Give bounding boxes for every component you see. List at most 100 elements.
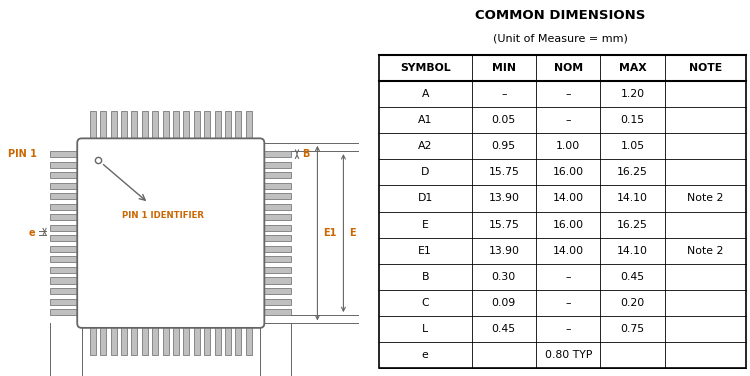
Bar [50,225,82,231]
Text: –: – [501,89,506,99]
Bar [121,111,127,143]
Bar [121,323,127,355]
Bar [260,204,292,210]
Bar [236,323,242,355]
Bar [50,267,82,273]
Text: A1: A1 [418,115,433,125]
Bar [152,111,158,143]
Bar [260,267,292,273]
Bar [246,111,252,143]
Bar [50,172,82,178]
Text: MIN: MIN [492,62,516,73]
Bar [260,183,292,189]
Bar [204,323,210,355]
Bar [246,323,252,355]
Bar [152,323,158,355]
Bar [100,111,106,143]
Bar [50,193,82,199]
Bar [163,111,169,143]
Bar [260,309,292,315]
Text: 1.05: 1.05 [620,141,645,151]
Bar [50,183,82,189]
Bar [236,111,242,143]
Text: 0.75: 0.75 [620,324,645,334]
Bar [131,111,137,143]
Bar [90,323,96,355]
Bar [194,323,200,355]
Text: 0.09: 0.09 [492,298,516,308]
Bar [214,111,220,143]
Bar [50,214,82,220]
Bar [50,246,82,252]
Bar [194,111,200,143]
Text: 0.30: 0.30 [492,272,516,282]
Text: 1.00: 1.00 [556,141,580,151]
Bar [50,151,82,157]
Bar [225,323,231,355]
Bar [260,172,292,178]
Text: D1: D1 [418,193,433,203]
Text: COMMON DIMENSIONS: COMMON DIMENSIONS [476,9,646,23]
Text: 14.10: 14.10 [617,246,648,256]
Bar [142,323,148,355]
Text: (Unit of Measure = mm): (Unit of Measure = mm) [494,34,628,44]
Text: 0.15: 0.15 [620,115,645,125]
Bar [50,309,82,315]
Text: Note 2: Note 2 [687,193,724,203]
Text: 1.20: 1.20 [620,89,645,99]
Bar [260,277,292,284]
Text: 15.75: 15.75 [488,220,519,230]
Bar [131,323,137,355]
Bar [204,111,210,143]
Text: C: C [422,298,429,308]
Text: 0.05: 0.05 [492,115,516,125]
Bar [260,225,292,231]
Bar [260,256,292,262]
Bar [173,323,179,355]
Text: 16.00: 16.00 [553,167,584,177]
Bar [260,162,292,168]
Text: e: e [28,228,35,238]
Text: 0.95: 0.95 [492,141,516,151]
Text: 16.25: 16.25 [617,220,648,230]
Bar [379,55,746,368]
Bar [260,288,292,294]
Text: B: B [422,272,429,282]
Bar [260,151,292,157]
Text: –: – [566,324,571,334]
Bar [184,111,189,143]
Text: 13.90: 13.90 [488,193,519,203]
Text: A2: A2 [418,141,433,151]
Text: 16.00: 16.00 [553,220,584,230]
Text: e: e [422,350,428,361]
Bar [100,323,106,355]
Bar [214,323,220,355]
Text: E1: E1 [323,228,336,238]
Text: 13.90: 13.90 [488,246,519,256]
Bar [142,111,148,143]
Bar [163,323,169,355]
Text: 16.25: 16.25 [617,167,648,177]
Text: 0.20: 0.20 [620,298,645,308]
Bar [50,277,82,284]
Bar [173,111,179,143]
Bar [50,204,82,210]
Text: –: – [566,89,571,99]
Text: –: – [566,298,571,308]
Bar [111,111,116,143]
Bar [184,323,189,355]
Text: A: A [422,89,429,99]
Text: 14.00: 14.00 [553,193,584,203]
Text: –: – [566,272,571,282]
Text: B: B [302,149,310,159]
Bar [111,323,116,355]
Bar [260,299,292,305]
Text: D: D [421,167,430,177]
Bar [50,256,82,262]
Text: NOTE: NOTE [689,62,722,73]
Bar [260,235,292,241]
Bar [225,111,231,143]
Bar [90,111,96,143]
Bar [260,214,292,220]
FancyBboxPatch shape [77,138,264,328]
